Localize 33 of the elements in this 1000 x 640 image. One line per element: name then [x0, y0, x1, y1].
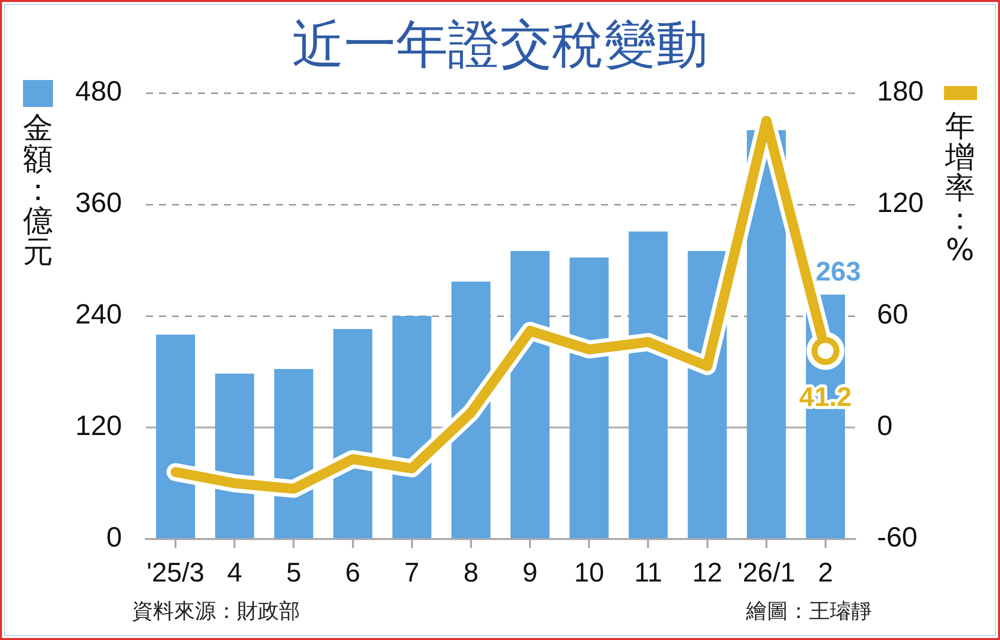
y2-tick-label: -60	[877, 522, 918, 553]
y-tick-label: 480	[75, 76, 122, 107]
y2-tick-label: 0	[877, 410, 893, 442]
source-note: 資料來源：財政部	[132, 598, 300, 625]
data-label: 263	[816, 256, 861, 287]
x-tick-label: 4	[227, 558, 242, 588]
y-tick-label: 360	[75, 187, 122, 218]
y2-axis-title: 年增率：%	[944, 109, 976, 268]
bar	[510, 250, 550, 538]
chart-title: 近一年證交稅變動	[291, 14, 709, 76]
y-tick-label: 0	[106, 522, 122, 553]
y-axis-title: 金額：億元	[22, 111, 54, 270]
x-tick-label: 2	[818, 558, 833, 588]
x-tick-label: 10	[574, 558, 604, 588]
x-tick-label: 7	[404, 558, 420, 588]
x-tick-label: 9	[522, 558, 538, 588]
x-tick-label: 12	[692, 558, 722, 588]
text: 繪圖：王璿靜	[746, 598, 872, 625]
y-tick-label: 240	[75, 298, 122, 330]
bar	[570, 257, 609, 538]
bar	[333, 329, 372, 538]
bar	[628, 231, 668, 538]
x-tick-label: 11	[634, 558, 662, 588]
x-tick-label: 5	[286, 558, 302, 588]
y-tick-label: 120	[75, 410, 122, 442]
x-tick-label: '26/1	[738, 558, 796, 588]
y2-tick-label: 180	[877, 76, 924, 107]
y2-tick-label: 60	[877, 298, 908, 330]
bar	[156, 334, 196, 538]
x-tick-label: 8	[463, 558, 478, 588]
x-tick-label: '25/3	[146, 558, 204, 588]
x-tick-label: 6	[345, 558, 360, 588]
y2-tick-label: 120	[877, 187, 924, 218]
